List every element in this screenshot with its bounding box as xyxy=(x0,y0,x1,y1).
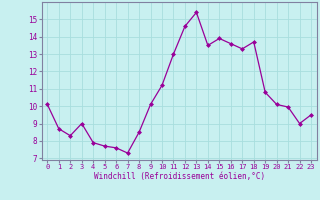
X-axis label: Windchill (Refroidissement éolien,°C): Windchill (Refroidissement éolien,°C) xyxy=(94,172,265,181)
